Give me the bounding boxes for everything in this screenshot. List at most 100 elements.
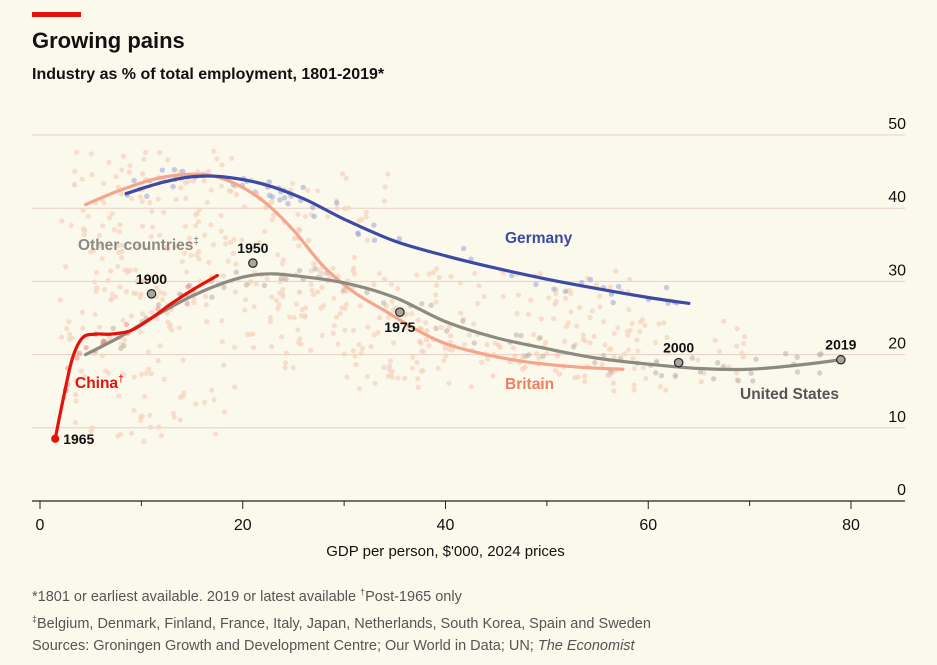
scatter-dot [568, 290, 574, 297]
scatter-dot [582, 338, 588, 344]
series-dot [600, 352, 607, 359]
scatter-dot [381, 198, 388, 204]
scatter-dot [574, 323, 580, 329]
scatter-dot [607, 284, 613, 290]
series-dot [750, 378, 756, 384]
scatter-dot [304, 187, 311, 193]
scatter-dot [180, 357, 186, 363]
scatter-dot [102, 368, 109, 374]
scatter-dot [137, 194, 143, 200]
scatter-dot [720, 318, 727, 324]
series-dot [419, 301, 425, 307]
scatter-dot [147, 424, 154, 430]
series-dot [205, 168, 212, 175]
scatter-dot [79, 176, 85, 182]
scatter-dot [121, 337, 128, 343]
scatter-dot [629, 320, 635, 327]
scatter-dot [656, 321, 662, 327]
series-dot [513, 332, 520, 338]
series-dot [424, 327, 430, 334]
scatter-dot [154, 316, 160, 322]
scatter-dot [515, 292, 521, 298]
scatter-dot [376, 270, 382, 277]
series-dot [311, 261, 317, 267]
scatter-dot [136, 243, 142, 249]
scatter-dot [99, 353, 105, 359]
series-dot [76, 350, 83, 356]
scatter-dot [262, 228, 268, 235]
series-dot [428, 302, 434, 308]
scatter-dot [356, 386, 362, 392]
y-tick-label: 30 [888, 262, 906, 279]
scatter-dot [85, 213, 91, 219]
scatter-dot [395, 375, 401, 381]
scatter-dot [107, 215, 113, 221]
scatter-dot [606, 346, 613, 352]
scatter-dot [534, 351, 540, 357]
scatter-dot [542, 339, 549, 346]
scatter-dot [293, 301, 300, 307]
scatter-dot [193, 223, 199, 229]
series-dot [233, 191, 240, 198]
scatter-dot [514, 310, 520, 317]
scatter-dot [176, 325, 182, 331]
series-dot [159, 167, 165, 173]
series-dot [554, 353, 561, 359]
scatter-dot [334, 205, 340, 211]
scatter-dot [562, 295, 569, 301]
series-dot [610, 299, 616, 306]
scatter-dot [382, 184, 388, 190]
scatter-dot [161, 376, 167, 382]
scatter-dot [419, 368, 425, 374]
series-dot [355, 231, 362, 238]
scatter-dot [170, 410, 176, 416]
scatter-dot [382, 276, 388, 282]
scatter-dot [108, 268, 114, 274]
point-label-1965: 1965 [63, 431, 94, 447]
scatter-dot [58, 334, 65, 340]
scatter-dot [73, 398, 79, 404]
scatter-dot [615, 325, 621, 331]
scatter-dot [159, 297, 166, 303]
scatter-dot [308, 268, 314, 274]
scatter-dot [164, 310, 170, 316]
scatter-dot [298, 313, 305, 319]
scatter-dot [359, 345, 366, 351]
scatter-dot [182, 223, 189, 230]
scatter-dot [352, 353, 358, 359]
scatter-dot [630, 355, 636, 362]
series-dot [817, 370, 823, 376]
scatter-dot [219, 318, 225, 324]
scatter-dots [57, 148, 824, 445]
scatter-dot [72, 419, 78, 426]
series-dot [184, 301, 190, 307]
scatter-dot [580, 332, 586, 338]
labeled-points: 1965 1900 1950 1975 2000 2019 [51, 240, 857, 447]
y-tick-label: 50 [888, 116, 906, 133]
scatter-dot [124, 269, 130, 276]
scatter-dot [183, 195, 189, 202]
scatter-dot [446, 346, 452, 352]
scatter-dot [150, 224, 156, 230]
x-tick-label: 20 [234, 517, 252, 534]
scatter-dot [93, 288, 99, 294]
series-dot [118, 191, 124, 197]
scatter-dot [181, 390, 187, 396]
scatter-dot [343, 301, 350, 307]
scatter-dot [163, 244, 169, 250]
scatter-dot [298, 341, 304, 347]
scatter-dot [627, 276, 633, 282]
scatter-dot [734, 326, 740, 332]
scatter-dot [79, 309, 85, 315]
scatter-dot [119, 255, 125, 261]
scatter-dot [386, 363, 393, 369]
scatter-dot [117, 222, 123, 228]
series-dot [570, 344, 577, 350]
scatter-dot [287, 314, 293, 320]
scatter-dot [231, 344, 238, 350]
scatter-dot [414, 272, 420, 278]
scatter-dot [303, 305, 309, 311]
scatter-dot [88, 249, 94, 255]
scatter-dot [159, 273, 165, 279]
point-1965 [51, 434, 60, 443]
